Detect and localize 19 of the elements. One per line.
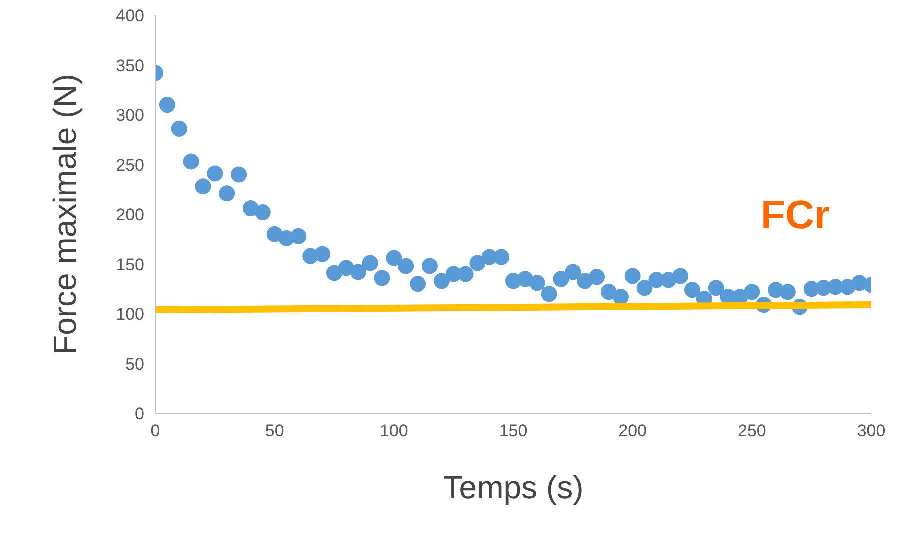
x-tick-label: 250: [738, 422, 766, 440]
x-tick-label: 200: [618, 422, 648, 440]
annotation: FCr: [761, 194, 830, 238]
y-axis-title: Force maximale (N): [47, 74, 84, 355]
y-tick-label: 300: [116, 106, 145, 125]
x-axis-title: Temps (s): [443, 470, 584, 506]
y-tick-label: 100: [116, 305, 145, 324]
y-tick-label: 200: [116, 206, 145, 224]
x-tick-label: 100: [380, 422, 408, 440]
y-tick-label: 250: [116, 156, 145, 175]
y-tick-label: 400: [116, 6, 145, 26]
y-tick-label: 350: [116, 56, 145, 76]
x-tick-label: 300: [857, 422, 886, 440]
x-tick-label: 0: [150, 422, 160, 440]
y-tick-label: 150: [116, 255, 145, 274]
y-tick-label: 50: [126, 354, 145, 374]
y-tick-label: 0: [135, 404, 145, 424]
x-tick-label: 150: [499, 422, 528, 440]
x-tick-label: 50: [265, 422, 284, 440]
